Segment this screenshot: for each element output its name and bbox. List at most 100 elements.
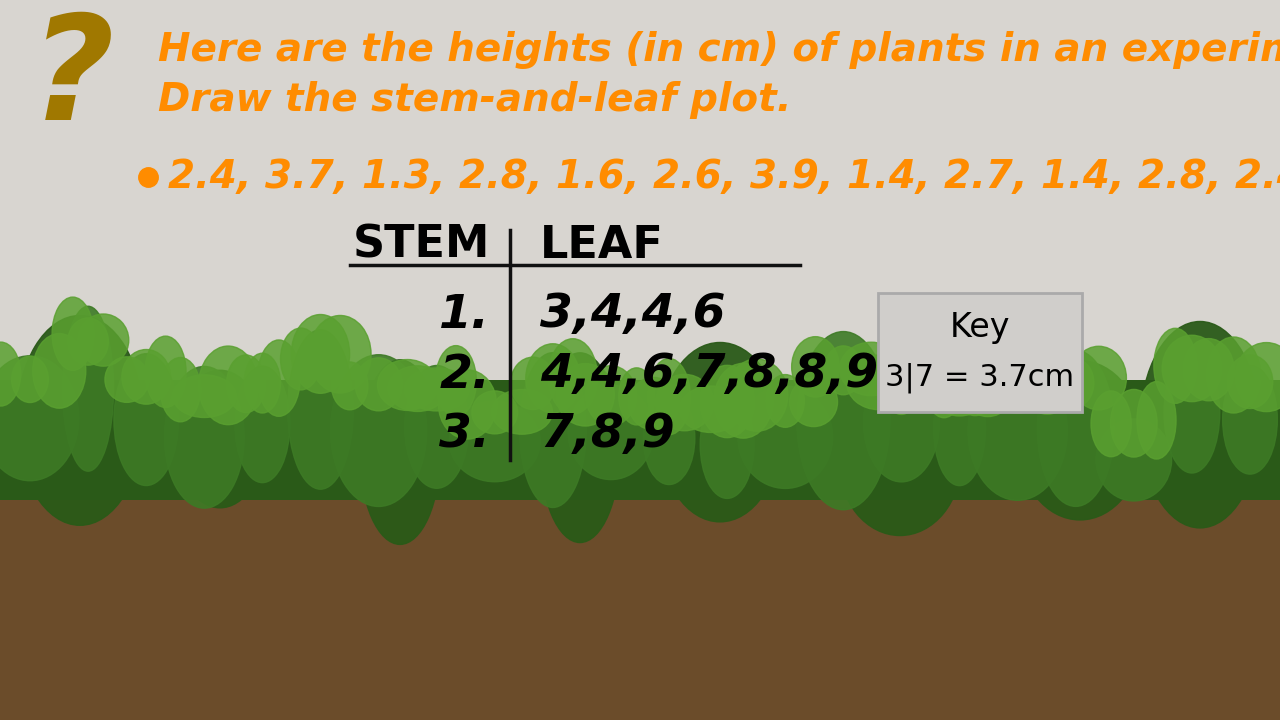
Ellipse shape (160, 358, 201, 422)
Ellipse shape (198, 346, 257, 425)
FancyBboxPatch shape (0, 460, 1280, 720)
Ellipse shape (1162, 336, 1221, 402)
Ellipse shape (797, 332, 890, 510)
Ellipse shape (864, 363, 940, 482)
Ellipse shape (378, 359, 438, 410)
Ellipse shape (404, 366, 468, 488)
Text: ?: ? (29, 9, 114, 150)
Ellipse shape (1164, 352, 1220, 473)
Ellipse shape (846, 355, 911, 410)
Ellipse shape (1111, 390, 1157, 457)
Ellipse shape (700, 391, 754, 498)
Ellipse shape (68, 318, 109, 365)
FancyBboxPatch shape (0, 0, 1280, 460)
Ellipse shape (644, 392, 695, 485)
Ellipse shape (925, 358, 963, 418)
Ellipse shape (902, 351, 946, 410)
Ellipse shape (1020, 359, 1074, 414)
Ellipse shape (968, 361, 1068, 500)
Ellipse shape (280, 328, 321, 390)
Ellipse shape (520, 353, 586, 508)
Text: 3,4,4,6: 3,4,4,6 (540, 292, 726, 338)
Ellipse shape (838, 385, 961, 536)
Text: Key: Key (950, 311, 1010, 343)
Ellipse shape (356, 358, 402, 411)
Ellipse shape (1018, 361, 1142, 520)
Ellipse shape (700, 365, 754, 438)
Ellipse shape (824, 346, 863, 395)
Ellipse shape (618, 368, 654, 425)
Ellipse shape (330, 355, 426, 506)
Ellipse shape (655, 374, 713, 431)
Ellipse shape (332, 362, 367, 410)
Ellipse shape (739, 386, 832, 488)
Ellipse shape (790, 377, 837, 426)
Ellipse shape (404, 368, 468, 411)
Ellipse shape (145, 336, 186, 408)
Ellipse shape (310, 315, 371, 393)
Ellipse shape (1207, 337, 1261, 413)
Ellipse shape (659, 343, 781, 522)
Ellipse shape (439, 370, 497, 439)
Ellipse shape (767, 374, 804, 427)
Ellipse shape (435, 346, 476, 416)
Ellipse shape (1235, 343, 1280, 412)
Ellipse shape (12, 356, 49, 402)
Ellipse shape (1030, 338, 1075, 412)
Ellipse shape (388, 366, 447, 411)
Ellipse shape (492, 390, 553, 434)
Ellipse shape (1071, 346, 1126, 410)
Ellipse shape (173, 375, 236, 418)
Text: 3|7 = 3.7cm: 3|7 = 3.7cm (886, 363, 1075, 393)
Ellipse shape (511, 357, 556, 410)
Ellipse shape (714, 364, 773, 438)
Ellipse shape (17, 315, 143, 526)
Ellipse shape (449, 401, 540, 482)
Ellipse shape (257, 340, 301, 416)
Ellipse shape (292, 315, 349, 393)
Ellipse shape (1057, 359, 1094, 407)
FancyBboxPatch shape (878, 293, 1082, 412)
Ellipse shape (0, 356, 79, 481)
Text: 3.: 3. (439, 413, 490, 457)
Ellipse shape (360, 360, 440, 544)
Ellipse shape (928, 365, 991, 416)
Ellipse shape (1137, 382, 1176, 459)
Ellipse shape (1183, 338, 1234, 401)
Ellipse shape (164, 366, 244, 508)
Ellipse shape (288, 330, 353, 489)
Ellipse shape (244, 354, 280, 413)
Ellipse shape (648, 359, 690, 435)
Ellipse shape (122, 349, 170, 404)
Ellipse shape (0, 342, 20, 406)
Ellipse shape (628, 377, 678, 430)
Ellipse shape (1222, 365, 1277, 474)
FancyBboxPatch shape (0, 430, 1280, 490)
Ellipse shape (680, 386, 742, 433)
Ellipse shape (1153, 328, 1197, 403)
Ellipse shape (1140, 322, 1260, 528)
Ellipse shape (840, 342, 902, 396)
Ellipse shape (989, 364, 1046, 413)
Ellipse shape (959, 350, 1016, 417)
Ellipse shape (114, 354, 178, 485)
Ellipse shape (1091, 391, 1132, 456)
Ellipse shape (791, 337, 840, 397)
Text: 7,8,9: 7,8,9 (540, 413, 675, 457)
Ellipse shape (548, 338, 598, 414)
Ellipse shape (557, 364, 614, 426)
Ellipse shape (933, 372, 986, 485)
Ellipse shape (472, 391, 517, 434)
Text: STEM: STEM (352, 223, 490, 266)
Text: 4,4,6,7,8,8,9: 4,4,6,7,8,8,9 (540, 353, 878, 397)
Ellipse shape (105, 357, 148, 402)
Ellipse shape (52, 297, 93, 370)
Ellipse shape (540, 353, 620, 543)
Text: LEAF: LEAF (540, 223, 664, 266)
Ellipse shape (33, 333, 86, 408)
Ellipse shape (881, 336, 923, 415)
Ellipse shape (526, 343, 580, 413)
Text: 1.: 1. (439, 292, 490, 338)
Ellipse shape (1228, 355, 1272, 408)
Ellipse shape (568, 385, 654, 480)
